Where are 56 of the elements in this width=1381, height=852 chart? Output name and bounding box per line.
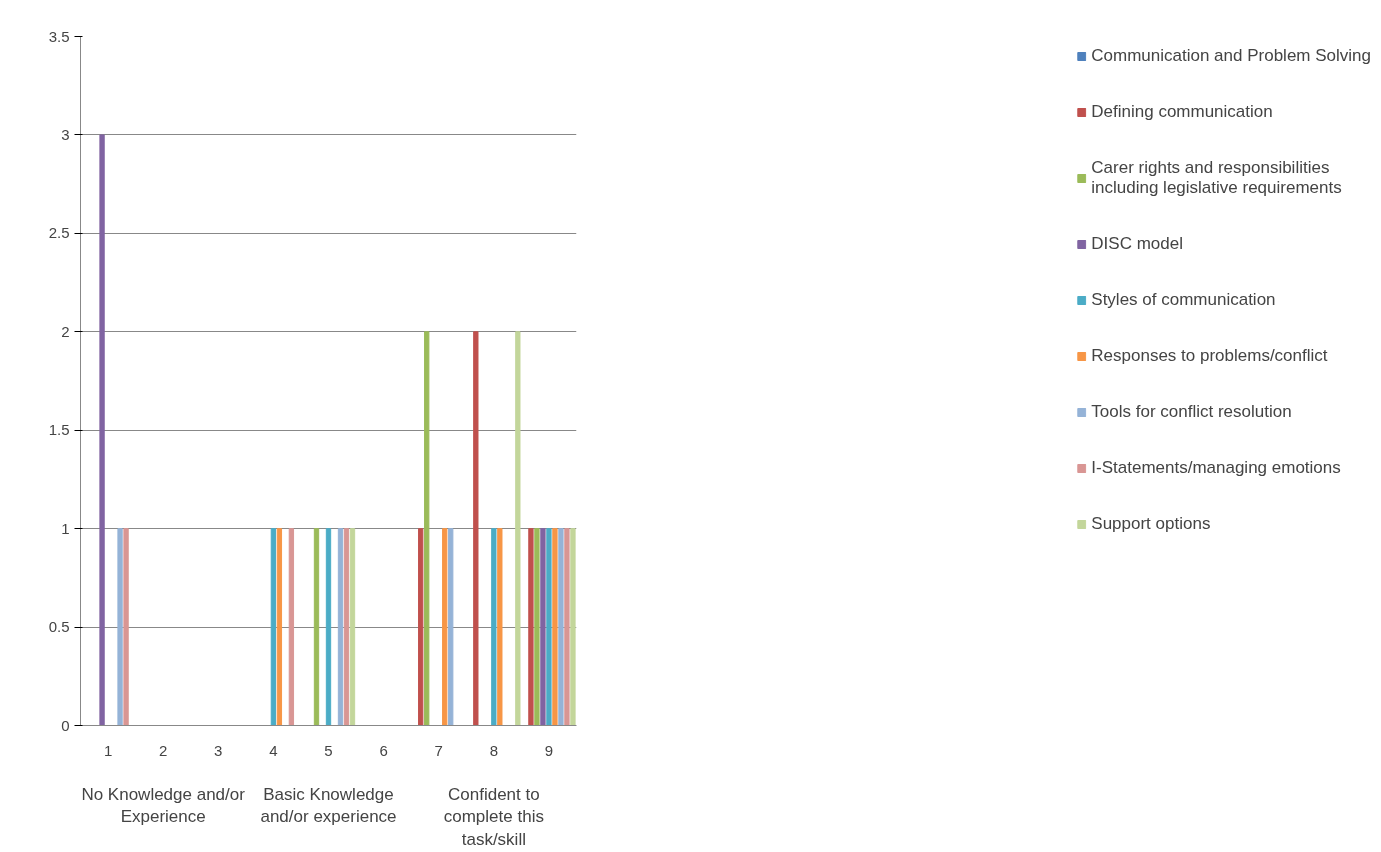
legend-label: I-Statements/managing emotions	[1091, 458, 1341, 478]
text: Basic Knowledge and/or experience	[260, 784, 397, 827]
bar	[270, 528, 277, 726]
bar	[418, 528, 424, 726]
y-tick-label: 1.5	[48, 421, 70, 439]
bar	[442, 528, 448, 726]
legend-label: Communication and Problem Solving	[1091, 46, 1371, 66]
bar	[325, 528, 332, 726]
bar	[343, 528, 350, 726]
legend-label: Support options	[1091, 514, 1211, 534]
bar	[473, 331, 479, 726]
bar	[558, 528, 564, 726]
y-tick-label: 2.5	[48, 224, 70, 242]
bar	[349, 528, 356, 726]
text: No Knowledge and/or Experience	[81, 784, 246, 827]
bar	[424, 331, 430, 726]
y-tick-label: 1	[61, 519, 70, 537]
legend-label: Styles of communication	[1091, 290, 1276, 310]
x-tick-label: 6	[379, 741, 388, 759]
bar	[276, 528, 283, 726]
y-tick-label: 2	[61, 322, 70, 340]
x-tick-label: 2	[159, 741, 168, 759]
bar	[540, 528, 546, 726]
bar	[337, 528, 344, 726]
legend-label: Defining communication	[1091, 102, 1273, 122]
bar	[564, 528, 570, 726]
bar	[288, 528, 295, 726]
x-tick-label: 4	[269, 741, 278, 759]
legend-label: DISC model	[1091, 234, 1183, 254]
bar	[528, 528, 534, 726]
x-tick-label: 5	[324, 741, 333, 759]
bar	[534, 528, 540, 726]
x-tick-label: 9	[544, 741, 554, 759]
text: Confident to complete this task/skill	[443, 784, 544, 850]
x-tick-label: 8	[489, 741, 499, 759]
x-tick-label: 7	[434, 741, 443, 759]
bar	[491, 528, 497, 726]
x-tick-label: 3	[214, 741, 223, 759]
bar	[123, 528, 129, 726]
bar	[497, 528, 503, 726]
bar	[99, 134, 105, 726]
legend-label: Responses to problems/conflict	[1091, 346, 1328, 366]
bar	[448, 528, 454, 726]
y-tick-label: 0.5	[48, 618, 70, 636]
legend-label: Carer rights and responsibilities including legislative requirements	[1091, 158, 1342, 198]
bar	[552, 528, 558, 726]
x-tick-label: 1	[103, 741, 113, 759]
bar	[570, 528, 576, 726]
y-tick-label: 0	[61, 716, 70, 734]
legend-label: Tools for conflict resolution	[1091, 402, 1292, 422]
bar	[546, 528, 552, 726]
y-tick-label: 3	[61, 125, 70, 143]
bar	[313, 528, 320, 726]
bar	[117, 528, 123, 726]
y-tick-label: 3.5	[48, 27, 70, 45]
bar	[515, 331, 521, 726]
